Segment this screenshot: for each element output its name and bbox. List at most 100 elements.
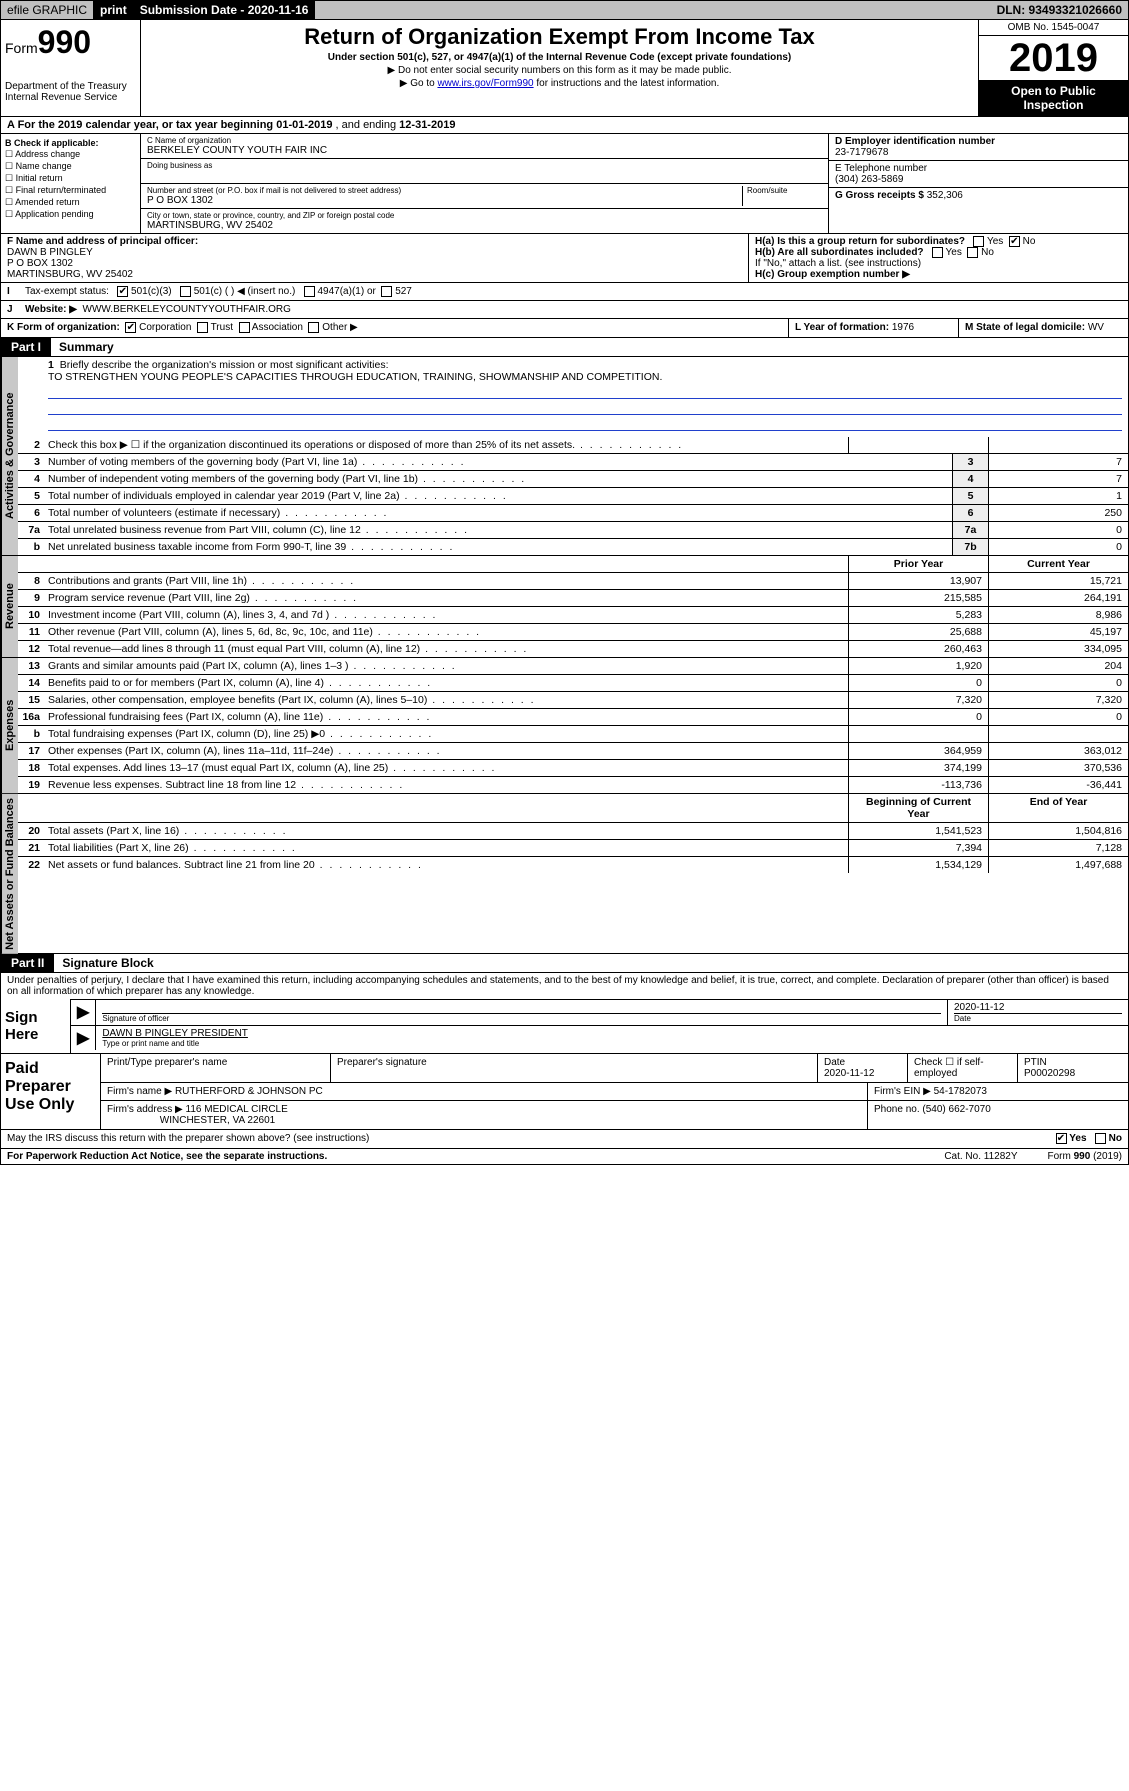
firm-addr2: WINCHESTER, VA 22601 xyxy=(160,1115,275,1126)
mission-label: Briefly describe the organization's miss… xyxy=(60,359,389,371)
sig-date: 2020-11-12 xyxy=(954,1002,1122,1013)
irs-link[interactable]: www.irs.gov/Form990 xyxy=(437,78,533,89)
firm-addr1: 116 MEDICAL CIRCLE xyxy=(186,1104,288,1115)
ptin: P00020298 xyxy=(1024,1068,1075,1079)
status-501c3[interactable] xyxy=(117,286,128,297)
discuss-question: May the IRS discuss this return with the… xyxy=(7,1133,369,1144)
section-f: F Name and address of principal officer:… xyxy=(1,234,748,282)
form-ref: Form 990 (2019) xyxy=(1048,1151,1122,1162)
part2-tag: Part II xyxy=(1,954,54,972)
netassets-section: Net Assets or Fund Balances Beginning of… xyxy=(0,794,1129,955)
omb-number: OMB No. 1545-0047 xyxy=(979,20,1128,36)
hb-note: If "No," attach a list. (see instruction… xyxy=(755,258,1122,269)
sig-date-label: Date xyxy=(954,1013,1122,1023)
check-amended-return[interactable]: ☐ Amended return xyxy=(5,197,136,208)
side-netassets: Net Assets or Fund Balances xyxy=(1,794,18,954)
status-4947[interactable] xyxy=(304,286,315,297)
governance-section: Activities & Governance 1 Briefly descri… xyxy=(0,357,1129,556)
prep-date-hdr: Date xyxy=(824,1057,845,1068)
efile-label: efile GRAPHIC xyxy=(1,1,94,19)
firm-ein-label: Firm's EIN ▶ xyxy=(874,1086,931,1097)
section-d-e-g: D Employer identification number 23-7179… xyxy=(828,134,1128,233)
na-col-headers: Beginning of Current Year End of Year xyxy=(18,794,1128,823)
summary-line: 3Number of voting members of the governi… xyxy=(18,454,1128,471)
hb-yes[interactable] xyxy=(932,247,943,258)
org-city: MARTINSBURG, WV 25402 xyxy=(147,220,822,231)
year-formation: 1976 xyxy=(892,322,914,333)
self-employed-check[interactable]: Check ☐ if self-employed xyxy=(908,1054,1018,1082)
check-name-change[interactable]: ☐ Name change xyxy=(5,161,136,172)
header-left: Form 990 Department of the Treasury Inte… xyxy=(1,20,141,116)
dln-label: DLN: 93493321026660 xyxy=(991,1,1128,19)
arrow-icon: ▶ xyxy=(71,1000,96,1025)
side-expenses: Expenses xyxy=(1,658,18,793)
summary-line: 9Program service revenue (Part VIII, lin… xyxy=(18,590,1128,607)
submission-date: Submission Date - 2020-11-16 xyxy=(134,1,316,19)
part2-title: Signature Block xyxy=(54,954,161,972)
summary-line: 12Total revenue—add lines 8 through 11 (… xyxy=(18,641,1128,657)
summary-line: 2Check this box ▶ ☐ if the organization … xyxy=(18,437,1128,454)
check-final-return[interactable]: ☐ Final return/terminated xyxy=(5,185,136,196)
section-h: H(a) Is this a group return for subordin… xyxy=(748,234,1128,282)
section-b-checks: B Check if applicable: ☐ Address change … xyxy=(1,134,141,233)
g-label: G Gross receipts $ xyxy=(835,190,924,201)
city-label: City or town, state or province, country… xyxy=(147,211,822,220)
prep-sig-hdr: Preparer's signature xyxy=(331,1054,818,1082)
org-address: P O BOX 1302 xyxy=(147,195,742,206)
ha-no[interactable] xyxy=(1009,236,1020,247)
status-527[interactable] xyxy=(381,286,392,297)
summary-line: 5Total number of individuals employed in… xyxy=(18,488,1128,505)
firm-phone: (540) 662-7070 xyxy=(922,1104,990,1115)
form-prefix: Form xyxy=(5,40,38,56)
irs-label: Internal Revenue Service xyxy=(5,92,136,103)
firm-addr-label: Firm's address ▶ xyxy=(107,1104,183,1115)
addr-label: Number and street (or P.O. box if mail i… xyxy=(147,186,742,195)
ha-yes[interactable] xyxy=(973,236,984,247)
prior-year-hdr: Prior Year xyxy=(848,556,988,572)
summary-line: 14Benefits paid to or for members (Part … xyxy=(18,675,1128,692)
korg-corp[interactable] xyxy=(125,322,136,333)
check-address-change[interactable]: ☐ Address change xyxy=(5,149,136,160)
header-right: OMB No. 1545-0047 2019 Open to Public In… xyxy=(978,20,1128,116)
form-header: Form 990 Department of the Treasury Inte… xyxy=(0,20,1129,117)
summary-line: 4Number of independent voting members of… xyxy=(18,471,1128,488)
firm-name: RUTHERFORD & JOHNSON PC xyxy=(175,1086,323,1097)
officer-addr2: MARTINSBURG, WV 25402 xyxy=(7,269,133,280)
hb-no[interactable] xyxy=(967,247,978,258)
current-year-hdr: Current Year xyxy=(988,556,1128,572)
m-label: M State of legal domicile: xyxy=(965,322,1085,333)
header-mid: Return of Organization Exempt From Incom… xyxy=(141,20,978,116)
arrow-icon: ▶ xyxy=(71,1026,96,1050)
summary-line: 21Total liabilities (Part X, line 26)7,3… xyxy=(18,840,1128,857)
website-url: WWW.BERKELEYCOUNTYYOUTHFAIR.ORG xyxy=(83,304,291,315)
k-label: K Form of organization: xyxy=(7,323,120,334)
b-label: B Check if applicable: xyxy=(5,138,99,148)
tax-exempt-row: I Tax-exempt status: 501(c)(3) 501(c) ( … xyxy=(0,283,1129,301)
check-initial-return[interactable]: ☐ Initial return xyxy=(5,173,136,184)
page-footer: For Paperwork Reduction Act Notice, see … xyxy=(0,1149,1129,1165)
sig-officer-label: Signature of officer xyxy=(102,1013,941,1023)
korg-trust[interactable] xyxy=(197,322,208,333)
discuss-no[interactable] xyxy=(1095,1133,1106,1144)
ha-label: H(a) Is this a group return for subordin… xyxy=(755,236,965,247)
korg-row: K Form of organization: Corporation Trus… xyxy=(0,319,1129,337)
korg-other[interactable] xyxy=(308,322,319,333)
discuss-yes[interactable] xyxy=(1056,1133,1067,1144)
korg-assoc[interactable] xyxy=(239,322,250,333)
part2-header: Part II Signature Block xyxy=(0,954,1129,973)
end-year-hdr: End of Year xyxy=(988,794,1128,822)
officer-name-title: DAWN B PINGLEY PRESIDENT xyxy=(102,1028,1122,1039)
i-label: Tax-exempt status: xyxy=(25,286,109,297)
form-990: 990 xyxy=(38,24,91,61)
col-headers: Prior Year Current Year xyxy=(18,556,1128,573)
phone: (304) 263-5869 xyxy=(835,174,1122,185)
summary-line: 20Total assets (Part X, line 16)1,541,52… xyxy=(18,823,1128,840)
tax-year: 2019 xyxy=(979,36,1128,80)
check-application-pending[interactable]: ☐ Application pending xyxy=(5,209,136,220)
summary-line: 22Net assets or fund balances. Subtract … xyxy=(18,857,1128,873)
status-501c[interactable] xyxy=(180,286,191,297)
print-button[interactable]: print xyxy=(94,1,134,19)
ptin-label: PTIN xyxy=(1024,1057,1047,1068)
paid-preparer: Paid Preparer Use Only Print/Type prepar… xyxy=(0,1054,1129,1130)
summary-line: 11Other revenue (Part VIII, column (A), … xyxy=(18,624,1128,641)
